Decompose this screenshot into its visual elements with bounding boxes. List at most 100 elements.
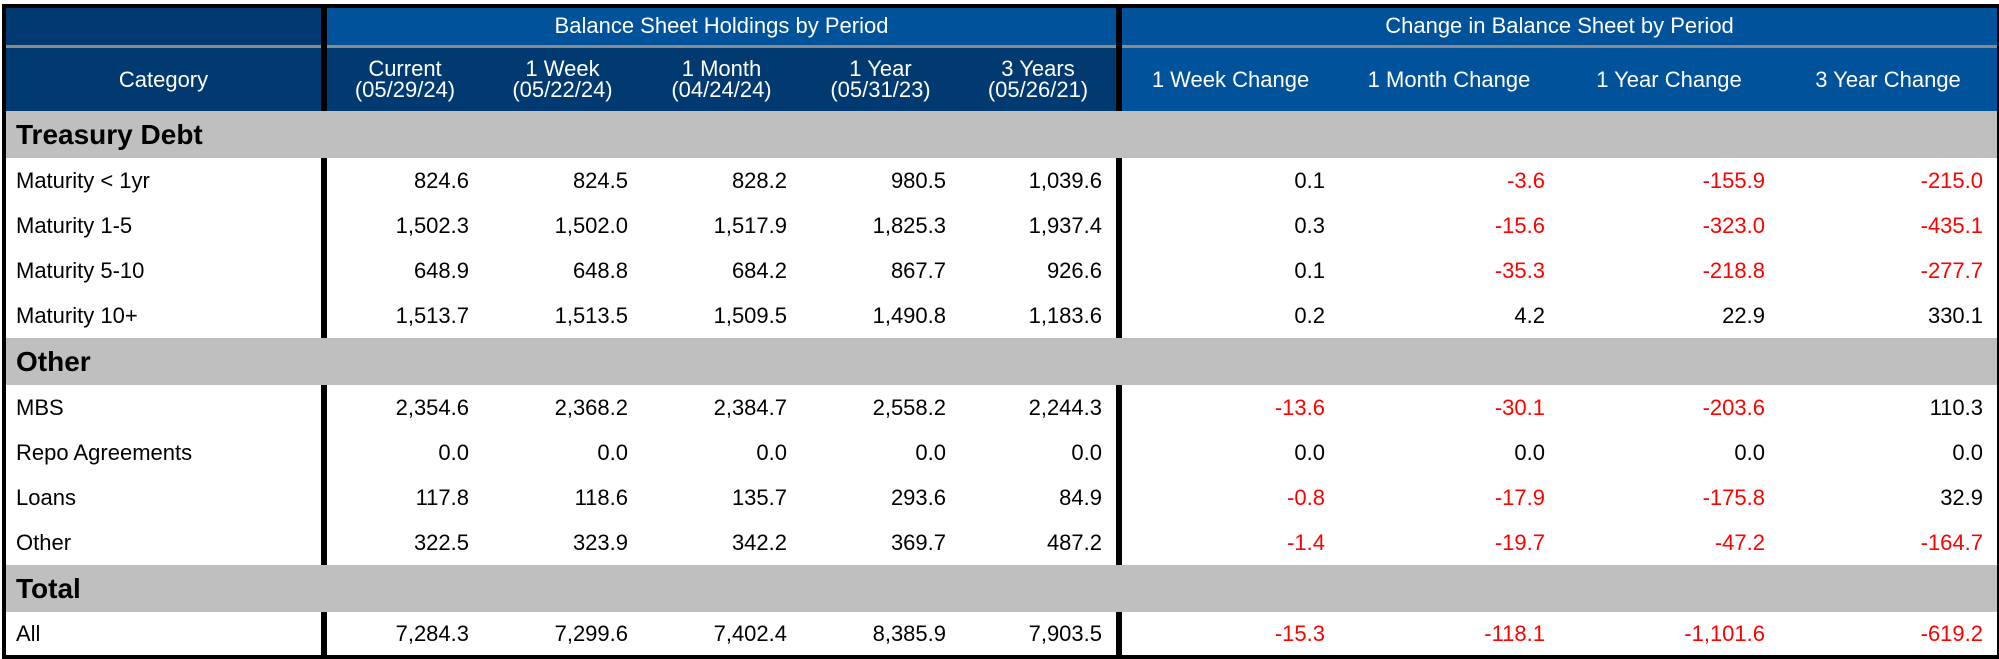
- change-value-cell: 0.0: [1779, 430, 1999, 475]
- change-value-cell: 0.1: [1116, 248, 1339, 293]
- change-value-cell: -15.6: [1339, 203, 1559, 248]
- column-header-date: (05/29/24): [354, 77, 456, 103]
- change-value-cell: 4.2: [1339, 293, 1559, 338]
- group-header-change: Change in Balance Sheet by Period: [1115, 6, 1999, 48]
- table-body: Treasury Debt Maturity < 1yr 824.6 824.5 828…: [4, 111, 1999, 657]
- holding-value-cell: 2,558.2: [801, 385, 960, 430]
- category-cell: Maturity 5-10: [4, 248, 324, 293]
- change-value-cell: -155.9: [1559, 158, 1779, 203]
- holding-value-cell: 824.5: [483, 158, 642, 203]
- group-header-blank: [4, 6, 324, 48]
- change-value-cell: -118.1: [1339, 612, 1559, 657]
- change-value-cell: 0.2: [1116, 293, 1339, 338]
- holding-value-cell: 684.2: [642, 248, 801, 293]
- column-header-label: 1 Year: [849, 56, 912, 82]
- change-value-cell: -435.1: [1779, 203, 1999, 248]
- column-header-date: (04/24/24): [671, 77, 772, 103]
- category-cell: Maturity < 1yr: [4, 158, 324, 203]
- column-header-current: Current (05/29/24): [321, 46, 483, 111]
- holding-value-cell: 828.2: [642, 158, 801, 203]
- holding-value-cell: 648.8: [483, 248, 642, 293]
- holding-value-cell: 1,502.0: [483, 203, 642, 248]
- change-value-cell: -277.7: [1779, 248, 1999, 293]
- change-value-cell: -19.7: [1339, 520, 1559, 565]
- holding-value-cell: 1,513.5: [483, 293, 642, 338]
- holding-value-cell: 1,517.9: [642, 203, 801, 248]
- holding-value-cell: 867.7: [801, 248, 960, 293]
- section-header-row: Other: [4, 338, 1999, 385]
- table-row: Other 322.5 323.9 342.2 369.7 487.2 -1.4 -19.7-…: [4, 520, 1999, 565]
- holding-value-cell: 7,402.4: [642, 612, 801, 657]
- section-title: Other: [4, 338, 1999, 385]
- holding-value-cell: 7,903.5: [960, 612, 1119, 657]
- category-cell: Loans: [4, 475, 324, 520]
- change-value-cell: -30.1: [1339, 385, 1559, 430]
- column-header-label: 1 Month: [681, 56, 762, 82]
- change-value-cell: 0.3: [1116, 203, 1339, 248]
- column-header-1-year-change: 1 Year Change: [1559, 46, 1779, 111]
- column-header-3-year-change: 3 Year Change: [1779, 46, 1999, 111]
- holding-value-cell: 323.9: [483, 520, 642, 565]
- change-value-cell: 22.9: [1559, 293, 1779, 338]
- holding-value-cell: 293.6: [801, 475, 960, 520]
- table-row: Loans 117.8 118.6 135.7 293.6 84.9 -0.8 -17.9 -1…: [4, 475, 1999, 520]
- holding-value-cell: 980.5: [801, 158, 960, 203]
- section-header-row: Treasury Debt: [4, 111, 1999, 158]
- holding-value-cell: 7,299.6: [483, 612, 642, 657]
- group-header-holdings: Balance Sheet Holdings by Period: [321, 6, 1119, 48]
- change-value-cell: 0.0: [1116, 430, 1339, 475]
- change-value-cell: -15.3: [1116, 612, 1339, 657]
- holding-value-cell: 1,509.5: [642, 293, 801, 338]
- holding-value-cell: 2,368.2: [483, 385, 642, 430]
- holding-value-cell: 0.0: [801, 430, 960, 475]
- change-value-cell: -0.8: [1116, 475, 1339, 520]
- holding-value-cell: 0.0: [321, 430, 483, 475]
- table-row: MBS 2,354.6 2,368.2 2,384.7 2,558.2 2,244.3 -1…: [4, 385, 1999, 430]
- column-header-3-years: 3 Years (05/26/21): [960, 46, 1119, 111]
- column-header-category: Category: [4, 46, 324, 111]
- holding-value-cell: 487.2: [960, 520, 1119, 565]
- holding-value-cell: 2,244.3: [960, 385, 1119, 430]
- change-value-cell: -164.7: [1779, 520, 1999, 565]
- holding-value-cell: 0.0: [642, 430, 801, 475]
- column-header-1-week-change: 1 Week Change: [1116, 46, 1339, 111]
- holding-value-cell: 342.2: [642, 520, 801, 565]
- holding-value-cell: 369.7: [801, 520, 960, 565]
- column-header-label: 3 Years: [1001, 56, 1075, 82]
- change-value-cell: -175.8: [1559, 475, 1779, 520]
- table-row: Maturity < 1yr 824.6 824.5 828.2 980.5 1,039.…: [4, 158, 1999, 203]
- change-value-cell: 32.9: [1779, 475, 1999, 520]
- holding-value-cell: 2,384.7: [642, 385, 801, 430]
- change-value-cell: -17.9: [1339, 475, 1559, 520]
- change-value-cell: 0.0: [1559, 430, 1779, 475]
- holding-value-cell: 1,937.4: [960, 203, 1119, 248]
- category-cell: Maturity 10+: [4, 293, 324, 338]
- change-value-cell: -619.2: [1779, 612, 1999, 657]
- change-value-cell: -218.8: [1559, 248, 1779, 293]
- change-value-cell: -47.2: [1559, 520, 1779, 565]
- change-value-cell: 330.1: [1779, 293, 1999, 338]
- column-header-date: (05/26/21): [987, 77, 1089, 103]
- column-header-label: 1 Week: [525, 56, 600, 82]
- group-header-row: Balance Sheet Holdings by Period Change …: [4, 6, 1999, 48]
- holding-value-cell: 117.8: [321, 475, 483, 520]
- holding-value-cell: 1,183.6: [960, 293, 1119, 338]
- holding-value-cell: 2,354.6: [321, 385, 483, 430]
- category-cell: All: [4, 612, 324, 657]
- category-cell: Other: [4, 520, 324, 565]
- change-value-cell: -13.6: [1116, 385, 1339, 430]
- holding-value-cell: 1,039.6: [960, 158, 1119, 203]
- holding-value-cell: 135.7: [642, 475, 801, 520]
- column-header-label: Current: [368, 56, 442, 82]
- column-header-1-year: 1 Year (05/31/23): [801, 46, 960, 111]
- holding-value-cell: 1,825.3: [801, 203, 960, 248]
- balance-sheet-table: Balance Sheet Holdings by Period Change …: [2, 4, 1999, 659]
- column-header-1-week: 1 Week (05/22/24): [483, 46, 642, 111]
- column-header-date: (05/22/24): [512, 77, 613, 103]
- change-value-cell: -35.3: [1339, 248, 1559, 293]
- change-value-cell: 0.1: [1116, 158, 1339, 203]
- holding-value-cell: 1,513.7: [321, 293, 483, 338]
- section-header-row: Total: [4, 565, 1999, 612]
- change-value-cell: -323.0: [1559, 203, 1779, 248]
